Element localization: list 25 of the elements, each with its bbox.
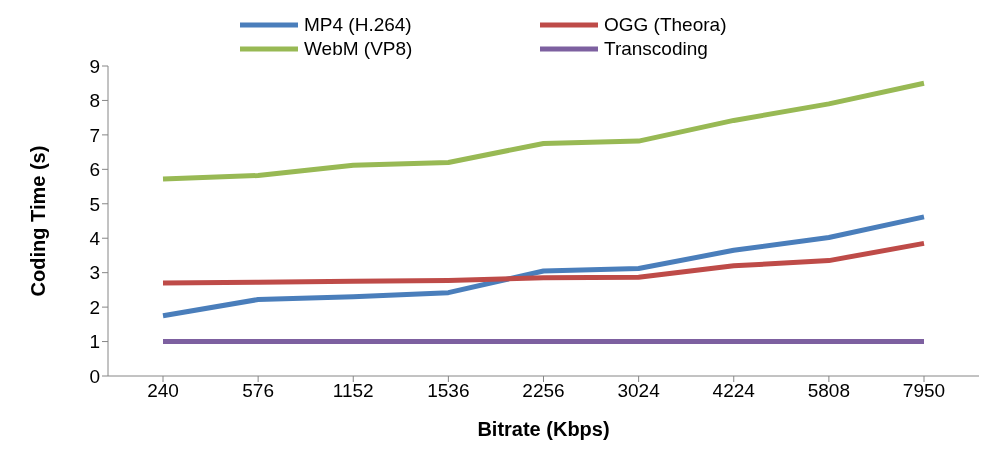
y-tick-label: 1 [89,331,100,353]
x-tick-label: 576 [242,380,274,402]
legend-label: Transcoding [604,38,708,60]
y-tick-label: 3 [89,262,100,284]
y-tick-label: 2 [89,296,100,318]
x-tick-label: 1152 [332,380,374,402]
y-tick-label: 8 [89,90,100,112]
y-tick-label: 7 [89,124,100,146]
legend-label: WebM (VP8) [304,38,413,60]
y-tick-label: 6 [89,159,100,181]
y-tick-label: 5 [89,193,100,215]
legend-label: MP4 (H.264) [304,14,412,36]
legend-label: OGG (Theora) [604,14,727,36]
x-tick-label: 7950 [902,380,946,402]
x-tick-label: 3024 [617,380,661,402]
x-tick-label: 2256 [522,380,565,402]
x-axis-title: Bitrate (Kbps) [477,418,610,440]
x-tick-label: 240 [147,380,179,402]
y-axis-title: Coding Time (s) [27,145,50,297]
y-tick-label: 0 [89,365,100,387]
x-tick-label: 5808 [807,380,851,402]
y-tick-label: 9 [89,55,100,77]
x-tick-label: 1536 [427,380,470,402]
y-tick-label: 4 [89,227,101,249]
x-tick-label: 4224 [712,380,756,402]
